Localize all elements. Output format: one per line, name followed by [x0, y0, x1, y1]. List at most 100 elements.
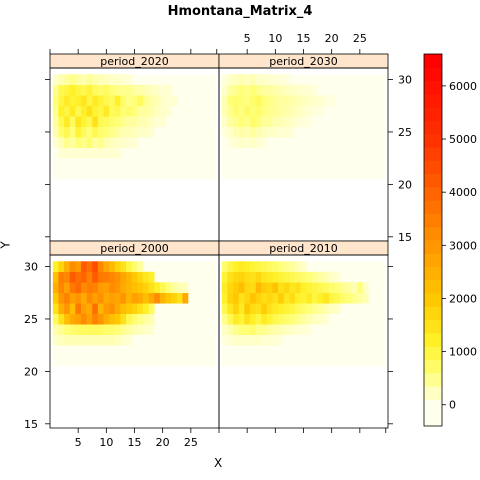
heatmap-cell — [52, 271, 59, 283]
heatmap-cell — [311, 303, 318, 315]
heatmap-cell — [233, 313, 240, 325]
heatmap-cell — [300, 292, 307, 304]
heatmap-cell — [227, 95, 234, 107]
heatmap-cell — [272, 84, 279, 96]
heatmap-cell — [244, 261, 251, 273]
heatmap-cell — [221, 74, 228, 86]
colorkey-band — [424, 266, 442, 281]
heatmap-cell — [289, 271, 296, 283]
heatmap-cell — [148, 271, 155, 283]
heatmap-cell — [114, 137, 121, 148]
heatmap-cell — [103, 324, 110, 335]
heatmap-cell — [159, 105, 166, 117]
heatmap-cell — [278, 116, 285, 128]
heatmap-cell — [238, 126, 245, 138]
heatmap-cell — [80, 261, 87, 273]
heatmap-cell — [261, 324, 268, 335]
colorkey-band — [424, 213, 442, 228]
heatmap-cell — [103, 282, 110, 294]
heatmap-cell — [311, 271, 318, 283]
heatmap-cell — [97, 95, 104, 107]
heatmap-cell — [227, 137, 234, 148]
heatmap-cell — [64, 292, 71, 304]
heatmap-cell — [103, 84, 110, 96]
heatmap-cell — [283, 105, 290, 117]
heatmap-cell — [92, 137, 99, 148]
heatmap-cell — [86, 105, 93, 117]
heatmap-cell — [58, 116, 65, 128]
heatmap-cell — [97, 271, 104, 283]
heatmap-cell — [295, 292, 301, 304]
heatmap-cell — [137, 271, 144, 283]
heatmap-cell — [244, 126, 251, 138]
heatmap-cell — [221, 334, 228, 346]
heatmap-cell — [92, 126, 99, 138]
colorkey-band — [424, 372, 442, 387]
heatmap-cell — [289, 303, 296, 315]
heatmap-cell — [69, 292, 76, 304]
heatmap-cell — [283, 313, 290, 325]
heatmap-cell — [103, 292, 110, 304]
heatmap-cell — [109, 105, 116, 117]
heatmap-cell — [283, 303, 290, 315]
heatmap-cell — [148, 292, 155, 304]
heatmap-cell — [131, 116, 138, 128]
colorkey-band — [424, 173, 442, 188]
heatmap-cell — [351, 282, 358, 294]
panel-period_2010 — [219, 255, 388, 428]
heatmap-cell — [306, 292, 313, 304]
heatmap-cell — [142, 126, 149, 138]
heatmap-cell — [233, 261, 240, 273]
heatmap-cell — [159, 84, 166, 96]
heatmap-cell — [131, 95, 138, 107]
heatmap-cell — [278, 303, 285, 315]
heatmap-cell — [272, 74, 279, 86]
heatmap-cell — [120, 116, 127, 128]
colorkey-band — [424, 412, 442, 427]
heatmap-cell — [75, 303, 82, 315]
heatmap-cell — [244, 313, 251, 325]
heatmap-cell — [249, 116, 256, 128]
heatmap-cell — [97, 261, 104, 273]
heatmap-cell — [75, 126, 82, 138]
x-tick-label-bottom: 15 — [128, 436, 142, 449]
colorkey-band — [424, 133, 442, 148]
heatmap-cell — [328, 303, 335, 315]
heatmap-cell — [64, 271, 71, 283]
heatmap-cell — [137, 261, 144, 273]
heatmap-cell — [328, 292, 335, 304]
heatmap-cell — [114, 95, 121, 107]
heatmap-cell — [97, 84, 104, 96]
heatmap-cell — [272, 292, 279, 304]
heatmap-cell — [52, 303, 59, 315]
heatmap-cell — [92, 334, 99, 346]
heatmap-cell — [97, 324, 104, 335]
heatmap-cell — [58, 303, 65, 315]
heatmap-cell — [131, 282, 138, 294]
heatmap-cell — [244, 303, 251, 315]
colorkey-band — [424, 293, 442, 307]
heatmap-cell — [142, 95, 149, 107]
heatmap-cell — [261, 116, 268, 128]
heatmap-cell — [261, 313, 268, 325]
heatmap-cell — [52, 282, 59, 294]
heatmap-cell — [266, 261, 273, 273]
heatmap-cell — [227, 84, 234, 96]
heatmap-cell — [80, 116, 87, 128]
heatmap-cell — [148, 105, 155, 117]
heatmap-cell — [120, 137, 127, 148]
colorkey-band — [424, 80, 442, 95]
heatmap-cell — [171, 292, 178, 304]
heatmap-cell — [283, 95, 290, 107]
heatmap-cell — [137, 116, 144, 128]
y-tick-label-right: 30 — [398, 74, 412, 87]
heatmap-cell — [295, 116, 301, 128]
heatmap-cell — [86, 126, 93, 138]
heatmap-cell — [357, 282, 363, 294]
x-tick-label-top: 20 — [325, 32, 339, 45]
heatmap-cell — [221, 261, 228, 273]
heatmap-cell — [171, 95, 178, 107]
colorkey-band — [424, 306, 442, 321]
heatmap-cell — [75, 147, 82, 159]
heatmap-cell — [255, 292, 262, 304]
